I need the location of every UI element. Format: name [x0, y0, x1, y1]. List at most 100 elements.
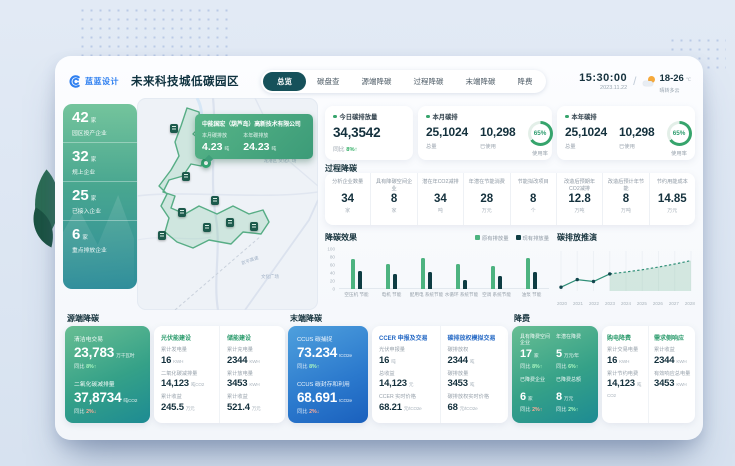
- map-tooltip: 中能国宏（葫芦岛）高新技术有限公司 本月碳排放 4.23 吨 本年碳排放 24.2…: [195, 114, 313, 159]
- tab-process-reduction[interactable]: 过程降碳: [413, 76, 444, 86]
- building-marker[interactable]: [170, 124, 178, 133]
- source-hero-card: 清洁电交易 23,783 万千瓦时 同比 8%↑ 二氧化碳减排量 37,8734 吨…: [65, 326, 150, 423]
- carbon-quota-trading-col: 碳排放权模拟交易 碳排放权 2344 吨 碳排放量 3453 吨 碳排放权实时价格 68 元…: [439, 326, 509, 423]
- building-marker[interactable]: [226, 218, 234, 227]
- trend-arrow-icon: ↓: [93, 409, 97, 415]
- partly-cloudy-icon: [642, 76, 656, 86]
- hero-stat: 清洁电交易 23,783 万千瓦时 同比 8%↑: [74, 337, 135, 370]
- tooltip-company: 中能国宏（葫芦岛）高新技术有限公司: [202, 122, 301, 128]
- demand-response-col: 需求侧响应 累计收益 2344 KWH 有效响应总电量 3453 KWH: [648, 326, 695, 423]
- stat-unit: 家: [90, 196, 97, 202]
- metric: 改造后预计年节能 8 万吨: [602, 173, 648, 225]
- tab-source-reduction[interactable]: 源端降碳: [361, 76, 392, 86]
- tab-terminal-reduction[interactable]: 末端降碳: [465, 76, 496, 86]
- trend-arrow-icon: ↑: [575, 406, 579, 413]
- bar-group: 配用电 系统节能: [410, 249, 443, 297]
- stat-label: 园区投产企业: [72, 131, 107, 137]
- ccer-trading-col: CCER 申报及交易 光伏申报量 16 吨 总收益 14,123 元 CCER 实时价格…: [379, 336, 428, 413]
- bar-group: 电机 节能: [376, 249, 408, 297]
- hero-stat: CCUS 碳捕捉 73.234 tCO2e 同比 8%↑: [297, 337, 352, 370]
- year-usage-ring: 65% 使用率: [666, 121, 692, 157]
- month-usage-ring: 65% 使用率: [527, 121, 553, 157]
- dashboard-window: 蓝蓝设计 未来科技城低碳园区 总览 碳盘查 源端降碳 过程降碳 末端降碳 降费 …: [55, 56, 703, 440]
- park-map[interactable]: 龙港区 文化广场 京平高速 文化广场 中能国宏（葫芦岛）高新技术有限公司 本月碳…: [137, 98, 318, 310]
- building-marker[interactable]: [158, 231, 166, 240]
- trend-arrow-icon: ↓: [316, 409, 320, 415]
- legend-green-icon: [475, 235, 480, 240]
- building-marker[interactable]: [182, 172, 190, 181]
- hero-stat: 具有降费空间企业 17 家 同比 8%↑: [520, 334, 551, 370]
- section-title-source: 源端降碳: [67, 314, 99, 323]
- stat-label: 重点排放企业: [72, 248, 107, 254]
- header-divider: /: [633, 74, 637, 88]
- stat-value: 6: [72, 226, 81, 243]
- bar-group: 空调 系统节能: [481, 249, 513, 297]
- trend-arrow-icon: ↑: [539, 364, 543, 370]
- fee-detail-card: 购电降费 累计交易电量 16 KWH 累计节约电费 14,123 吨CO2 需求侧响应 …: [602, 326, 695, 423]
- tab-carbon-audit[interactable]: 碳盘查: [317, 76, 340, 86]
- source-detail-card: 光伏能建设 累计发电量 16 KWH 二氧化碳减排量 14,123 吨CO2 累计收益 2…: [154, 326, 285, 423]
- hero-stat: 二氧化碳减排量 37,8734 吨CO2 同比 2%↓: [74, 382, 138, 415]
- bar-group: 水循环 系统节能: [445, 249, 478, 297]
- terminal-hero-card: CCUS 碳捕捉 73.234 tCO2e 同比 8%↑ CCUS 碳封存和利用 …: [288, 326, 368, 423]
- trend-arrow-icon: ↑: [316, 364, 320, 370]
- brand-logo-icon: [69, 74, 80, 88]
- green-dot-icon: [565, 114, 569, 119]
- metric: 年潜在节能消费 28 万元: [463, 173, 509, 225]
- metric: 具有降碳空间企业 8 家: [370, 173, 416, 225]
- clock-date: 2023.11.22: [600, 84, 628, 91]
- tab-fee-reduction[interactable]: 降费: [517, 76, 533, 86]
- tab-overview[interactable]: 总览: [263, 71, 306, 91]
- terminal-detail-card: CCER 申报及交易 光伏申报量 16 吨 总收益 14,123 元 CCER 实时价格…: [372, 326, 508, 423]
- dot-pattern-decoration: [78, 6, 228, 58]
- bar-y-axis: 0 20 40 60 80 100: [327, 246, 335, 292]
- year-total: 25,1024 总量: [565, 125, 607, 150]
- progress-ring-icon: 65%: [527, 121, 553, 146]
- chart-title: 降碳效果: [325, 233, 357, 242]
- up-arrow-icon: ↑: [354, 147, 358, 153]
- chart-title: 碳排放推演: [557, 233, 597, 242]
- weather-range: 18-26: [659, 73, 684, 84]
- brand: 蓝蓝设计 未来科技城低碳园区: [69, 73, 239, 89]
- weather: 18-26 ℃ 晴转多云: [642, 68, 691, 94]
- stat-label: 已接入企业: [72, 209, 101, 215]
- building-marker[interactable]: [250, 222, 258, 231]
- fee-hero-card: 具有降费空间企业 17 家 同比 8%↑ 年潜在降费 5 万元/年 同比 6%↑ 已…: [512, 326, 598, 423]
- progress-ring-icon: 65%: [666, 121, 692, 146]
- today-yoy: 同比 8%↑: [333, 147, 358, 153]
- building-marker[interactable]: [203, 223, 211, 232]
- hero-stat: CCUS 碳封存和利用 68.691 tCO2e 同比 2%↓: [297, 382, 352, 415]
- leaf-decoration: [33, 169, 60, 248]
- process-metrics-card: 分析企业数量 34 家 具有降碳空间企业 8 家 潜在年CO2减排 34 吨 年潜在节能消费…: [325, 173, 695, 225]
- metric: 潜在年CO2减排 34 吨: [416, 173, 463, 225]
- stat-unit: 家: [90, 157, 97, 163]
- month-total: 25,1024 总量: [426, 125, 468, 150]
- map-label: 龙港区 文化广场: [263, 158, 297, 163]
- stat-value: 42: [72, 109, 89, 126]
- stat-value: 25: [72, 187, 89, 204]
- bar-plot: 空压机 节能 电机 节能 配用电 系统节能 水循环 系统节能 空调 系统节能 油泵 节能: [339, 249, 549, 297]
- trend-arrow-icon: ↑: [93, 364, 97, 370]
- trend-arrow-icon: ↑: [539, 406, 543, 413]
- month-used: 10,298 已使用: [479, 125, 516, 150]
- building-marker[interactable]: [178, 208, 186, 217]
- chart-legend: 原有排放量 现有排放量: [475, 234, 549, 242]
- building-marker[interactable]: [211, 196, 219, 205]
- tooltip-month-emission: 本月碳排放 4.23 吨: [202, 133, 230, 153]
- emission-forecast-chart: 碳排放推演 2020 2021 2022 2023 2024 2025 2026 2027 20…: [557, 232, 695, 306]
- section-title-fee: 降费: [514, 314, 530, 323]
- clock: 15:30:00 2023.11.22: [579, 72, 627, 91]
- clock-time: 15:30:00: [579, 71, 628, 84]
- hero-stat: 已降费总额 8 万元 同比 2%↑: [556, 376, 582, 413]
- pv-construction-col: 光伏能建设 累计发电量 16 KWH 二氧化碳减排量 14,123 吨CO2 累计收益 2…: [161, 336, 205, 413]
- card-title: 本月碳排: [432, 114, 458, 121]
- park-stat-connected: 25 家 已接入企业: [63, 181, 137, 220]
- year-used: 10,298 已使用: [618, 125, 655, 150]
- nav-tabs: 总览 碳盘查 源端降碳 过程降碳 末端降碳 降费: [261, 69, 546, 93]
- metric: 分析企业数量 34 家: [332, 179, 364, 214]
- tooltip-year-emission: 本年碳排放 24.23 吨: [243, 133, 277, 153]
- metric: 节能拟改项目 8 个: [509, 173, 556, 225]
